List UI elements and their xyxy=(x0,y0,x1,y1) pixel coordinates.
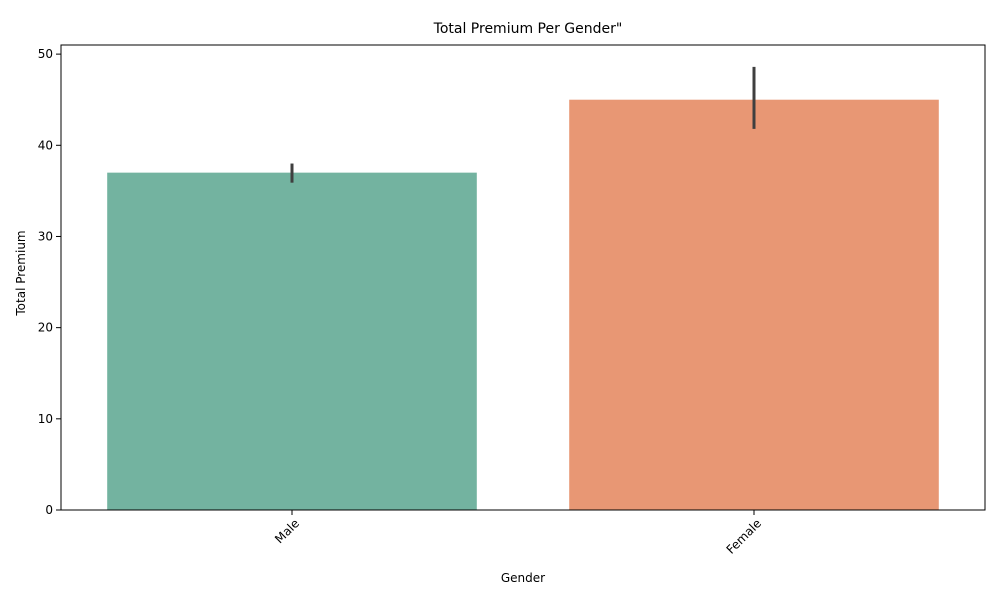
y-tick-label: 10 xyxy=(38,412,53,426)
y-tick-label: 0 xyxy=(45,503,53,517)
y-tick-label: 50 xyxy=(38,47,53,61)
x-tick-label: Female xyxy=(724,516,765,557)
y-tick-label: 20 xyxy=(38,321,53,335)
bar-female xyxy=(569,99,939,511)
x-axis-label: Gender xyxy=(501,571,545,585)
plot-frame xyxy=(60,44,986,511)
error-bars-group xyxy=(290,66,756,183)
x-axis-ticks: Male Female xyxy=(272,510,764,557)
y-tick-label: 30 xyxy=(38,229,53,243)
chart-title: Total Premium Per Gender" xyxy=(433,21,623,37)
bars-group xyxy=(107,99,939,511)
bar-male xyxy=(107,172,477,510)
y-axis-ticks: 0 10 20 30 40 50 xyxy=(38,47,61,517)
x-tick-label: Male xyxy=(272,516,302,546)
y-axis-label: Total Premium xyxy=(14,230,28,316)
y-tick-label: 40 xyxy=(38,138,53,152)
